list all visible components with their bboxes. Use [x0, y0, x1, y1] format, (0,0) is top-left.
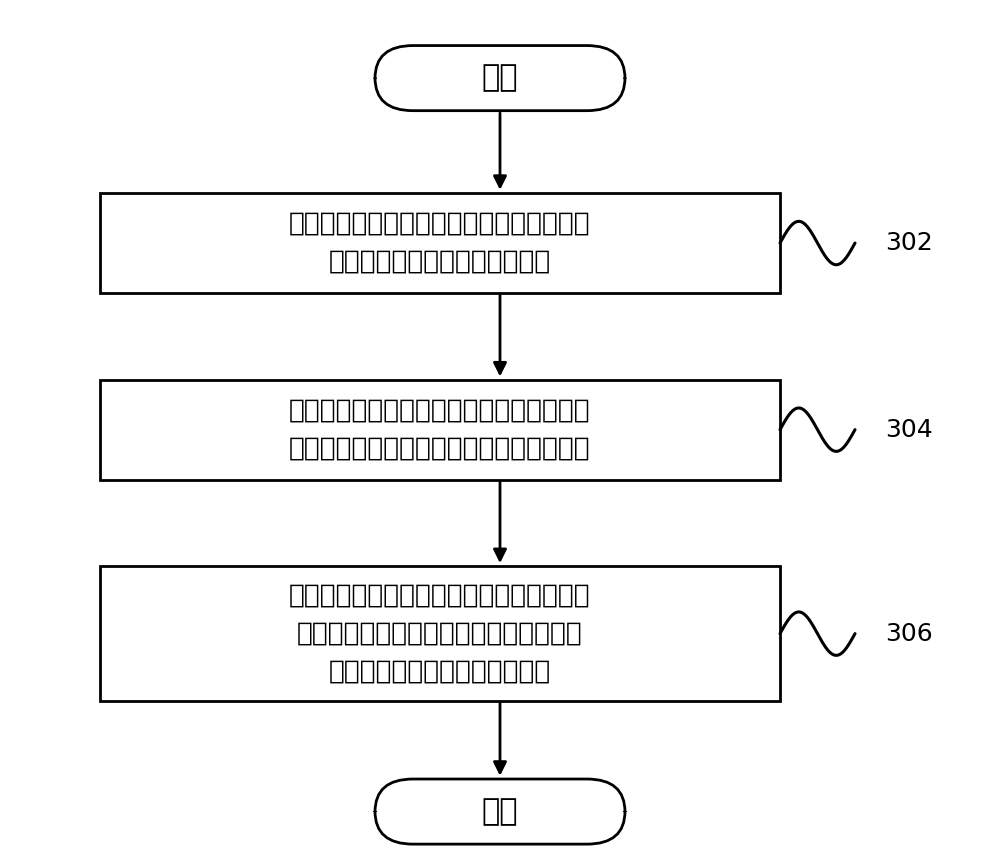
Bar [100, 194, 780, 293]
Text: 将第一配置参数在第一重配周期应用于第一
类通信设备，以及将第二配置参数在第二
重配周期应用于第二类通信设备: 将第一配置参数在第一重配周期应用于第一 类通信设备，以及将第二配置参数在第二 重… [289, 582, 591, 685]
Text: 确定需要应用于第一类通信设备的时分双工
上下行子帧比例的第一配置参数: 确定需要应用于第一类通信设备的时分双工 上下行子帧比例的第一配置参数 [289, 211, 591, 275]
FancyBboxPatch shape [375, 779, 625, 844]
Bar [100, 380, 780, 479]
Text: 结束: 结束 [482, 797, 518, 826]
Bar [100, 567, 780, 701]
Text: 304: 304 [885, 418, 933, 442]
Text: 根据第一类通信设备使用过的一个或多个历
史第一配置参数，确定对应的第二配置参数: 根据第一类通信设备使用过的一个或多个历 史第一配置参数，确定对应的第二配置参数 [289, 398, 591, 462]
FancyBboxPatch shape [375, 45, 625, 110]
Text: 开始: 开始 [482, 63, 518, 93]
Text: 302: 302 [885, 231, 933, 255]
Text: 306: 306 [885, 621, 933, 646]
